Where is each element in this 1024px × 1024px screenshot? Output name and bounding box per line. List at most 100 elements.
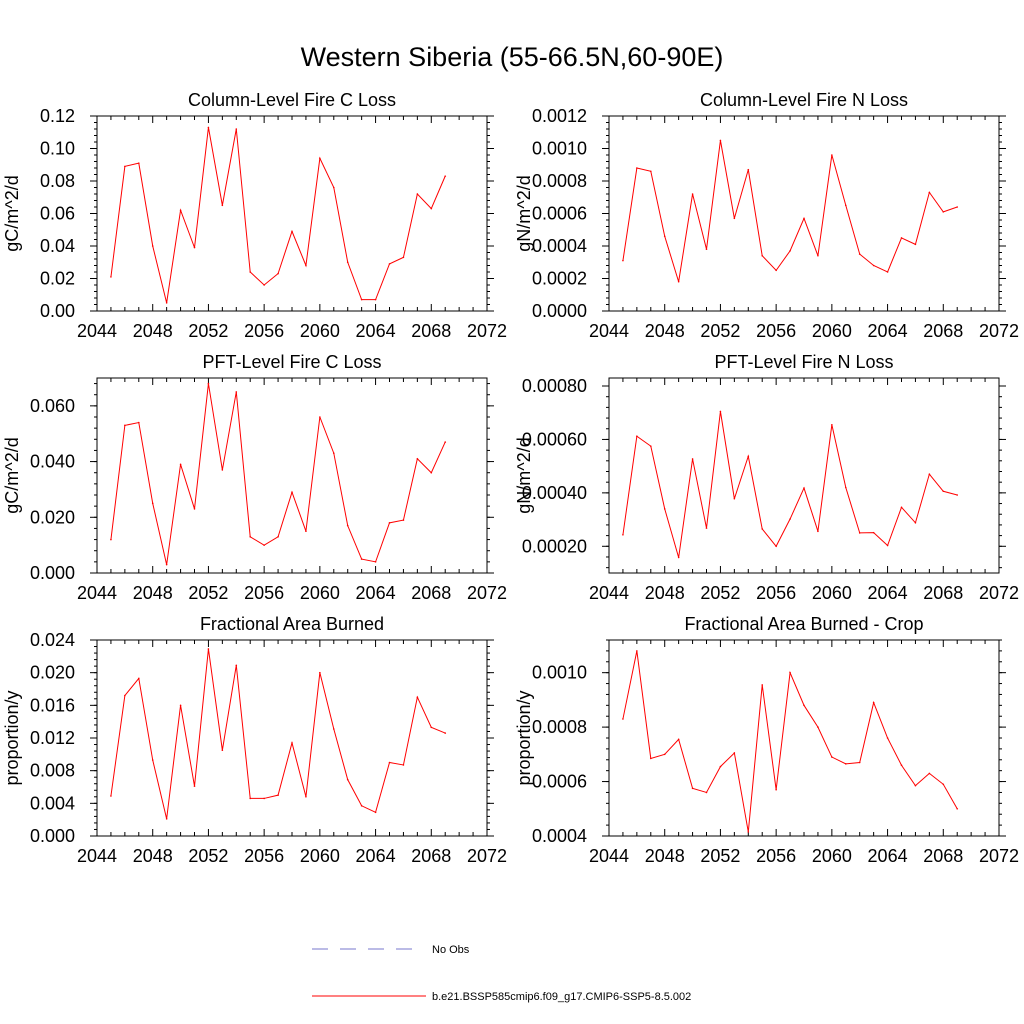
data-point bbox=[872, 264, 875, 267]
data-point bbox=[291, 491, 293, 494]
data-point bbox=[831, 423, 833, 426]
data-point bbox=[179, 704, 182, 707]
data-point bbox=[803, 487, 805, 489]
y-tick-label: 0.004 bbox=[30, 793, 75, 813]
data-point bbox=[319, 671, 321, 674]
data-point bbox=[622, 259, 624, 262]
data-point bbox=[747, 831, 750, 833]
y-tick-label: 0.0010 bbox=[532, 663, 587, 683]
y-tick-label: 0.0006 bbox=[532, 772, 587, 792]
x-tick-label: 2056 bbox=[756, 321, 796, 341]
y-tick-label: 0.040 bbox=[30, 452, 75, 472]
data-point bbox=[360, 558, 363, 560]
x-tick-label: 2044 bbox=[589, 583, 629, 603]
data-point bbox=[817, 530, 819, 533]
x-tick-label: 2060 bbox=[812, 583, 852, 603]
data-point bbox=[663, 753, 666, 756]
data-point bbox=[858, 532, 861, 534]
x-tick-label: 2048 bbox=[133, 846, 173, 866]
data-point bbox=[886, 544, 889, 547]
x-tick-label: 2052 bbox=[700, 321, 740, 341]
data-point bbox=[137, 677, 140, 680]
data-point bbox=[346, 261, 349, 264]
data-point bbox=[388, 263, 391, 265]
x-tick-label: 2060 bbox=[300, 846, 340, 866]
x-tick-label: 2072 bbox=[467, 321, 507, 341]
data-point bbox=[705, 248, 708, 251]
x-tick-label: 2060 bbox=[812, 321, 852, 341]
data-point bbox=[444, 441, 447, 443]
data-point bbox=[277, 535, 279, 538]
x-tick-label: 2048 bbox=[645, 583, 685, 603]
data-point bbox=[733, 497, 736, 500]
data-point bbox=[705, 791, 708, 794]
data-point bbox=[110, 795, 112, 797]
panel-title: Fractional Area Burned bbox=[200, 614, 384, 634]
data-point bbox=[691, 787, 694, 790]
y-tick-label: 0.012 bbox=[30, 728, 75, 748]
data-point bbox=[165, 302, 168, 304]
data-point bbox=[319, 416, 321, 418]
data-point bbox=[886, 737, 889, 739]
x-tick-label: 2048 bbox=[133, 583, 173, 603]
series-line bbox=[110, 648, 446, 819]
x-tick-label: 2056 bbox=[244, 583, 284, 603]
panels: Column-Level Fire C Loss gC/m^2/d 2044 2048… bbox=[2, 90, 1019, 866]
data-point bbox=[928, 772, 931, 775]
data-point bbox=[332, 186, 335, 189]
data-point bbox=[649, 757, 652, 760]
data-point bbox=[263, 544, 265, 546]
data-point bbox=[649, 445, 652, 447]
y-axis-label: gN/m^2/d bbox=[514, 175, 534, 251]
data-point bbox=[900, 506, 903, 509]
data-point bbox=[844, 486, 847, 489]
data-point bbox=[165, 563, 168, 566]
data-point bbox=[677, 556, 680, 559]
data-point bbox=[193, 785, 196, 787]
data-point bbox=[179, 209, 182, 212]
y-tick-label: 0.000 bbox=[30, 563, 75, 583]
y-tick-label: 0.020 bbox=[30, 507, 75, 527]
panel-title: Column-Level Fire N Loss bbox=[700, 90, 908, 110]
x-tick-label: 2044 bbox=[77, 846, 117, 866]
data-point bbox=[235, 128, 238, 130]
x-tick-label: 2044 bbox=[77, 321, 117, 341]
data-point bbox=[636, 435, 638, 438]
y-axis-label: proportion/y bbox=[514, 690, 534, 785]
data-point bbox=[110, 538, 112, 541]
data-point bbox=[249, 535, 252, 538]
data-point bbox=[319, 157, 321, 160]
x-tick-label: 2068 bbox=[411, 583, 451, 603]
plot-frame bbox=[608, 639, 1000, 837]
data-point bbox=[402, 256, 405, 259]
y-tick-label: 0.0006 bbox=[532, 204, 587, 224]
x-tick-label: 2048 bbox=[645, 321, 685, 341]
y-axis-label: gC/m^2/d bbox=[2, 437, 22, 513]
x-tick-label: 2048 bbox=[133, 321, 173, 341]
data-point bbox=[124, 424, 126, 427]
data-point bbox=[622, 534, 624, 536]
x-tick-label: 2060 bbox=[812, 846, 852, 866]
data-point bbox=[733, 217, 736, 220]
data-point bbox=[928, 191, 931, 194]
data-point bbox=[207, 648, 210, 650]
data-point bbox=[831, 756, 833, 758]
data-point bbox=[374, 811, 377, 814]
data-point bbox=[956, 807, 959, 810]
data-point bbox=[636, 650, 638, 652]
data-point bbox=[719, 139, 722, 142]
data-point bbox=[872, 531, 875, 534]
data-point bbox=[332, 728, 335, 730]
y-tick-label: 0.00020 bbox=[522, 536, 587, 556]
panel-4: PFT-Level Fire N Loss gN/m^2/d 2044 2048 205… bbox=[514, 352, 1019, 603]
data-point bbox=[124, 165, 126, 168]
x-tick-label: 2052 bbox=[188, 583, 228, 603]
data-point bbox=[360, 298, 363, 301]
data-point bbox=[416, 193, 419, 195]
series-line bbox=[110, 127, 446, 303]
data-point bbox=[305, 264, 307, 267]
data-point bbox=[858, 761, 861, 764]
figure-title: Western Siberia (55-66.5N,60-90E) bbox=[301, 42, 724, 72]
data-point bbox=[900, 237, 903, 239]
data-point bbox=[263, 797, 265, 800]
